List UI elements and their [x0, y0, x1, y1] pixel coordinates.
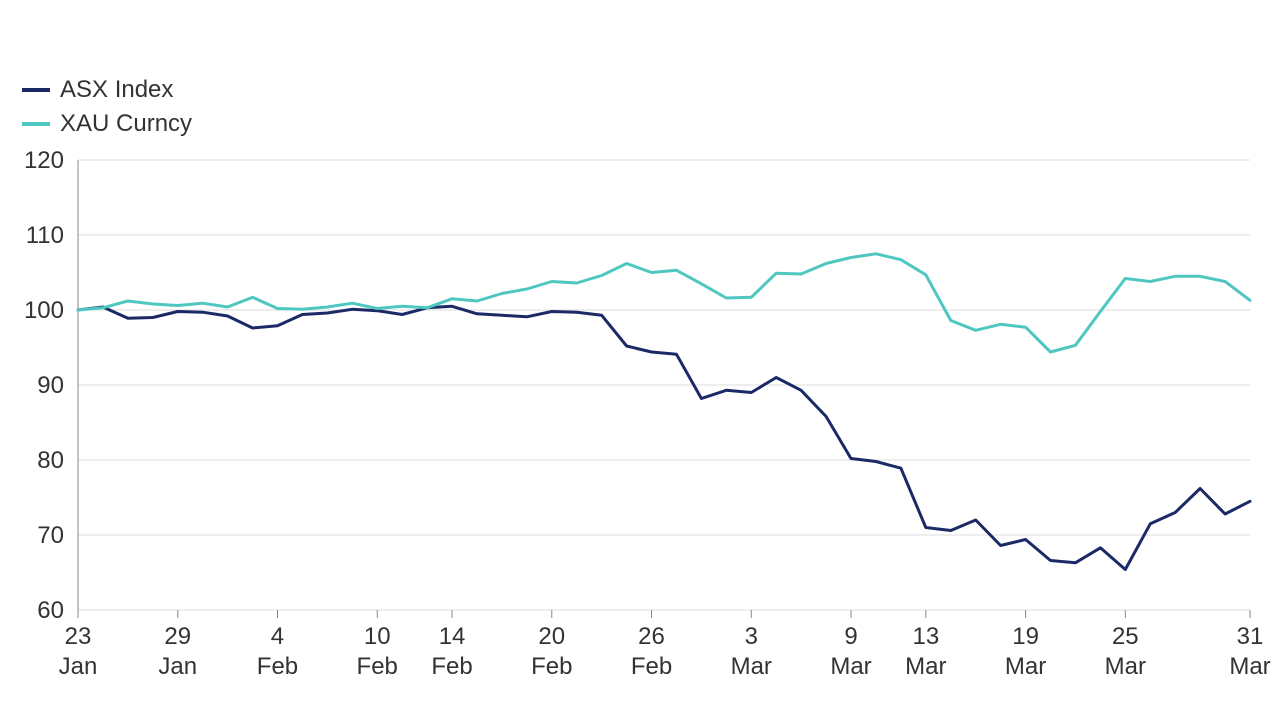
y-tick-label: 110 — [26, 222, 64, 249]
x-tick-day: 25 — [1112, 623, 1139, 650]
x-tick-month: Feb — [431, 653, 472, 680]
legend-item-xau: XAU Curncy — [22, 110, 192, 138]
y-tick-label: 120 — [24, 147, 64, 174]
legend-item-asx: ASX Index — [22, 76, 192, 104]
x-tick-day: 13 — [912, 623, 939, 650]
x-tick-day: 26 — [638, 623, 665, 650]
x-tick-month: Jan — [59, 653, 98, 680]
x-tick-month: Mar — [1105, 653, 1146, 680]
y-tick-label: 100 — [24, 297, 64, 324]
legend-swatch — [22, 122, 50, 126]
x-tick-day: 29 — [164, 623, 191, 650]
legend-label: ASX Index — [60, 76, 173, 104]
y-tick-label: 90 — [37, 372, 64, 399]
x-tick-day: 20 — [538, 623, 565, 650]
x-tick-day: 14 — [439, 623, 466, 650]
series-line — [78, 254, 1250, 352]
x-tick-day: 31 — [1237, 623, 1264, 650]
x-tick-month: Mar — [731, 653, 772, 680]
x-tick-day: 3 — [745, 623, 758, 650]
x-tick-month: Mar — [1229, 653, 1270, 680]
x-tick-day: 19 — [1012, 623, 1039, 650]
x-tick-day: 9 — [844, 623, 857, 650]
x-tick-month: Mar — [905, 653, 946, 680]
x-tick-day: 23 — [65, 623, 92, 650]
x-tick-month: Feb — [357, 653, 398, 680]
x-tick-month: Feb — [257, 653, 298, 680]
x-tick-day: 10 — [364, 623, 391, 650]
y-tick-label: 60 — [37, 597, 64, 624]
y-tick-label: 80 — [37, 447, 64, 474]
y-tick-label: 70 — [37, 522, 64, 549]
chart-legend: ASX Index XAU Curncy — [22, 76, 192, 138]
legend-label: XAU Curncy — [60, 110, 192, 138]
x-tick-month: Feb — [631, 653, 672, 680]
x-tick-month: Mar — [1005, 653, 1046, 680]
x-tick-month: Mar — [830, 653, 871, 680]
x-tick-day: 4 — [271, 623, 284, 650]
legend-swatch — [22, 88, 50, 92]
x-tick-month: Jan — [158, 653, 197, 680]
line-chart: ASX Index XAU Curncy 60 70 80 90 100 110 120 23… — [0, 0, 1280, 720]
x-tick-month: Feb — [531, 653, 572, 680]
